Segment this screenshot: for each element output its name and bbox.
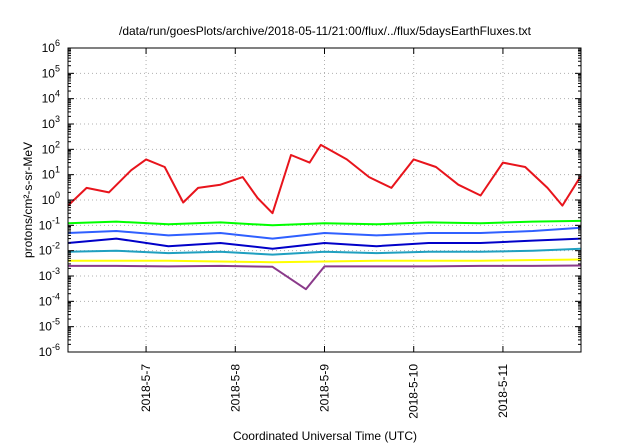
- y-tick-label: 102: [42, 139, 60, 156]
- x-axis: 2018-5-7 2018-5-8 2018-5-9 2018-5-10 2018-5-…: [139, 48, 510, 419]
- y-tick-base: 10: [39, 269, 53, 283]
- y-tick-label: 105: [42, 63, 60, 80]
- y-tick-label: 104: [42, 89, 60, 106]
- y-tick-label: 101: [42, 165, 60, 182]
- y-tick-base: 10: [42, 193, 56, 207]
- y-tick-base: 10: [39, 345, 53, 359]
- chart-title: /data/run/goesPlots/archive/2018-05-11/2…: [119, 24, 532, 38]
- y-tick-exponent: 4: [55, 89, 60, 99]
- y-tick-label: 10-6: [39, 342, 60, 359]
- y-tick-label: 10-1: [39, 215, 60, 232]
- y-tick-base: 10: [39, 218, 53, 232]
- x-tick-label: 2018-5-9: [318, 364, 332, 412]
- series-line-7: [68, 264, 582, 291]
- grid: [68, 48, 581, 352]
- y-tick-label: 106: [42, 38, 60, 55]
- x-tick-label: 2018-5-11: [496, 364, 510, 418]
- y-axis-label: protons/cm²-s-sr-MeV: [21, 142, 35, 258]
- y-tick-label: 103: [42, 114, 60, 131]
- series-line-1: [67, 143, 582, 215]
- y-tick-exponent: -5: [52, 317, 60, 327]
- y-tick-base: 10: [39, 294, 53, 308]
- series-line-5: [67, 247, 582, 256]
- y-tick-base: 10: [42, 66, 56, 80]
- series-line-2: [67, 219, 582, 227]
- y-tick-exponent: -2: [52, 241, 60, 251]
- y-tick-exponent: 3: [55, 114, 60, 124]
- y-tick-label: 10-5: [39, 317, 60, 334]
- y-tick-base: 10: [39, 320, 53, 334]
- x-tick-label: 2018-5-7: [139, 364, 153, 412]
- y-tick-exponent: -6: [52, 342, 60, 352]
- y-tick-label: 10-3: [39, 266, 60, 283]
- y-tick-exponent: 5: [55, 63, 60, 73]
- y-tick-exponent: 6: [55, 38, 60, 48]
- series-line-6: [68, 258, 582, 264]
- y-tick-label: 10-2: [39, 241, 60, 258]
- series-line-4: [67, 237, 582, 250]
- y-tick-base: 10: [42, 41, 56, 55]
- x-tick-label: 2018-5-8: [228, 364, 242, 412]
- y-tick-base: 10: [42, 142, 56, 156]
- y-tick-exponent: 1: [55, 165, 60, 175]
- y-tick-base: 10: [42, 117, 56, 131]
- series-line-3: [67, 226, 582, 240]
- y-tick-exponent: -1: [52, 215, 60, 225]
- y-tick-label: 100: [42, 190, 60, 207]
- y-tick-exponent: 0: [55, 190, 60, 200]
- y-tick-exponent: -3: [52, 266, 60, 276]
- y-tick-base: 10: [42, 92, 56, 106]
- y-tick-label: 10-4: [39, 291, 60, 308]
- y-tick-exponent: 2: [55, 139, 60, 149]
- y-tick-exponent: -4: [52, 291, 60, 301]
- y-tick-base: 10: [39, 244, 53, 258]
- series-group: [67, 143, 582, 291]
- y-axis: 10-610-510-410-310-210-11001011021031041…: [39, 38, 581, 359]
- x-axis-label: Coordinated Universal Time (UTC): [233, 429, 417, 443]
- x-tick-label: 2018-5-10: [407, 364, 421, 419]
- y-tick-base: 10: [42, 168, 56, 182]
